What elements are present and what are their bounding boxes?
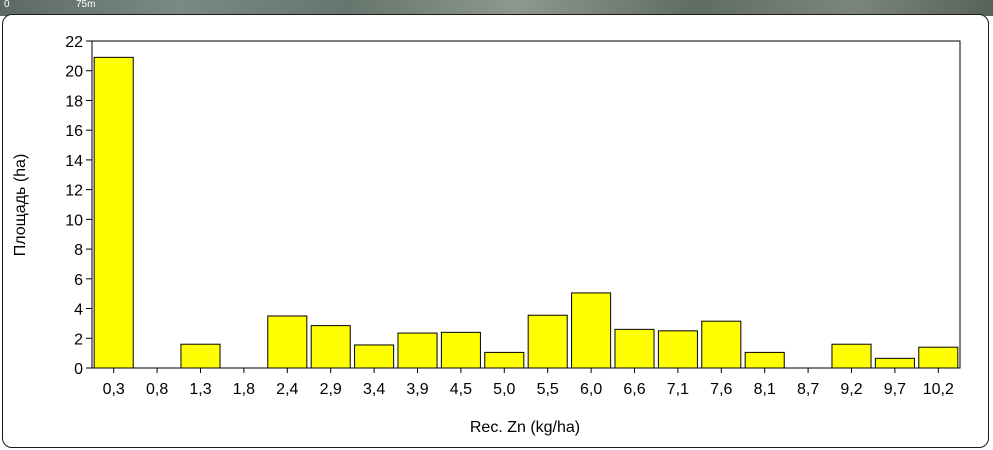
y-tick-label: 8 <box>74 242 83 259</box>
map-background-strip: 0 75m <box>0 0 993 16</box>
x-tick-label: 2,9 <box>320 381 342 398</box>
bar <box>180 343 221 369</box>
bar <box>93 56 134 369</box>
labels-group: 0 2 4 6 8 10 12 14 16 18 20 22 0,3 0,8 1,3 1,8 2,4 2,9 3,4… <box>65 34 954 398</box>
bar <box>614 328 655 369</box>
bar <box>918 346 959 369</box>
x-tick-label: 5,5 <box>537 381 559 398</box>
y-axis-title: Площадь (ha) <box>12 154 29 257</box>
bars-group <box>93 56 959 369</box>
bar <box>267 315 308 369</box>
y-tick-label: 4 <box>74 302 83 319</box>
y-tick-label: 16 <box>65 123 83 140</box>
bar <box>571 292 612 369</box>
y-tick-label: 12 <box>65 183 83 200</box>
bar <box>657 330 698 369</box>
x-tick-label: 8,7 <box>797 381 819 398</box>
x-tick-label: 8,1 <box>754 381 776 398</box>
bar <box>701 320 742 369</box>
y-tick-label: 0 <box>74 361 83 378</box>
x-tick-label: 6,6 <box>623 381 645 398</box>
x-tick-label: 2,4 <box>276 381 298 398</box>
y-tick-label: 6 <box>74 272 83 289</box>
x-tick-label: 3,9 <box>406 381 428 398</box>
bar <box>527 314 568 369</box>
bar <box>354 344 395 369</box>
x-tick-label: 7,1 <box>667 381 689 398</box>
bar <box>440 331 481 369</box>
x-tick-label: 3,4 <box>363 381 385 398</box>
x-axis-title: Rec. Zn (kg/ha) <box>470 419 580 436</box>
y-tick-label: 18 <box>65 93 83 110</box>
axes-group <box>86 40 961 373</box>
x-tick-label: 4,5 <box>450 381 472 398</box>
bar <box>397 332 438 369</box>
y-tick-label: 22 <box>65 34 83 51</box>
x-tick-label: 0,3 <box>103 381 125 398</box>
x-tick-label: 7,6 <box>710 381 732 398</box>
bar <box>310 325 351 369</box>
plot-frame <box>91 40 961 369</box>
histogram-panel <box>2 14 989 448</box>
y-tick-label: 14 <box>65 153 83 170</box>
x-tick-label: 9,2 <box>840 381 862 398</box>
map-scale-unit-label: 75m <box>76 0 96 10</box>
y-tick-label: 10 <box>65 212 83 229</box>
x-tick-label: 10,2 <box>923 381 954 398</box>
bar <box>874 357 915 369</box>
x-tick-label: 5,0 <box>493 381 515 398</box>
x-tick-label: 0,8 <box>146 381 168 398</box>
bar <box>831 343 872 369</box>
bar <box>744 351 785 369</box>
x-tick-label: 6,0 <box>580 381 602 398</box>
bar <box>484 351 525 369</box>
y-tick-label: 2 <box>74 331 83 348</box>
x-tick-label: 1,8 <box>233 381 255 398</box>
y-tick-label: 20 <box>65 64 83 81</box>
x-tick-label: 9,7 <box>884 381 906 398</box>
map-scale-zero-label: 0 <box>4 0 10 10</box>
x-tick-label: 1,3 <box>189 381 211 398</box>
